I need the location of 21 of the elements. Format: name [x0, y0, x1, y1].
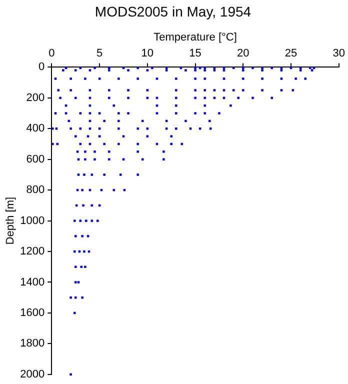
x-tick-label: 10	[141, 48, 154, 60]
x-tick-label: 5	[96, 48, 103, 60]
y-tick-label: 1200	[20, 246, 45, 258]
y-tick-label: 0	[38, 61, 45, 74]
x-tick-label: 20	[237, 48, 250, 60]
y-tick-label: 200	[26, 92, 45, 104]
chart-title: MODS2005 in May, 1954	[94, 3, 252, 20]
y-tick-label: 1000	[20, 214, 45, 227]
x-tick-label: 25	[284, 48, 298, 60]
y-tick-label: 2000	[20, 368, 45, 380]
y-axis-title: Depth [m]	[4, 196, 17, 245]
y-tick-label: 1800	[20, 338, 45, 350]
y-tick-label: 400	[26, 122, 45, 135]
y-tick-label: 1600	[20, 306, 45, 319]
x-axis-title: Temperature [°C]	[154, 31, 237, 44]
y-tick-label: 600	[26, 153, 45, 166]
y-tick-label: 1400	[20, 276, 45, 288]
x-tick-label: 30	[332, 48, 346, 60]
y-tick-label: 800	[26, 184, 45, 196]
x-tick-label: 0	[48, 48, 55, 60]
x-tick-label: 15	[189, 48, 202, 60]
